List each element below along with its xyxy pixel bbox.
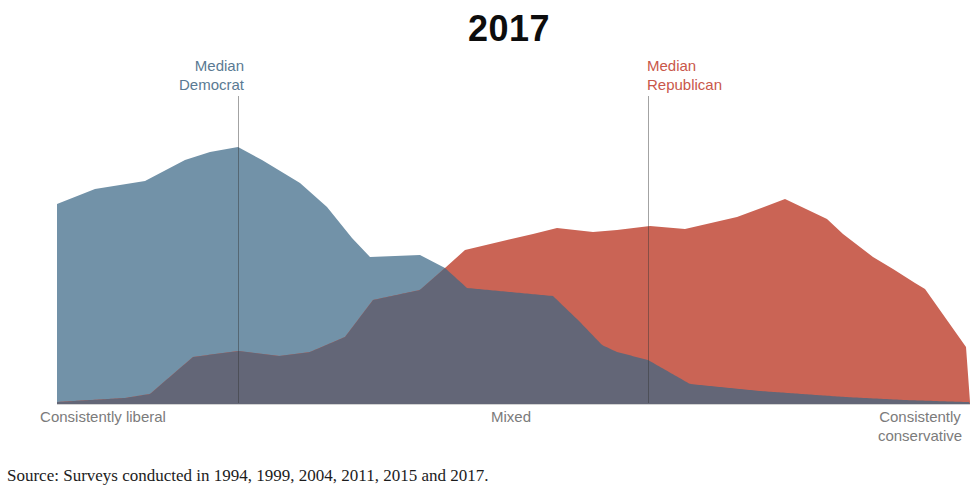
median-republican-label-line2: Republican bbox=[647, 76, 722, 93]
median-democrat-label-line1: Median bbox=[195, 57, 244, 74]
source-note: Source: Surveys conducted in 1994, 1999,… bbox=[7, 466, 488, 486]
x-axis-label-consistently-liberal: Consistently liberal bbox=[33, 407, 173, 426]
median-republican-label-line1: Median bbox=[647, 57, 696, 74]
median-democrat-label-line2: Democrat bbox=[179, 76, 244, 93]
x-axis-label-mixed: Mixed bbox=[441, 407, 581, 426]
median-democrat-label: Median Democrat bbox=[179, 56, 244, 94]
x-axis-label-consistently-conservative: Consistently conservative bbox=[850, 407, 980, 445]
median-republican-label: Median Republican bbox=[647, 56, 722, 94]
